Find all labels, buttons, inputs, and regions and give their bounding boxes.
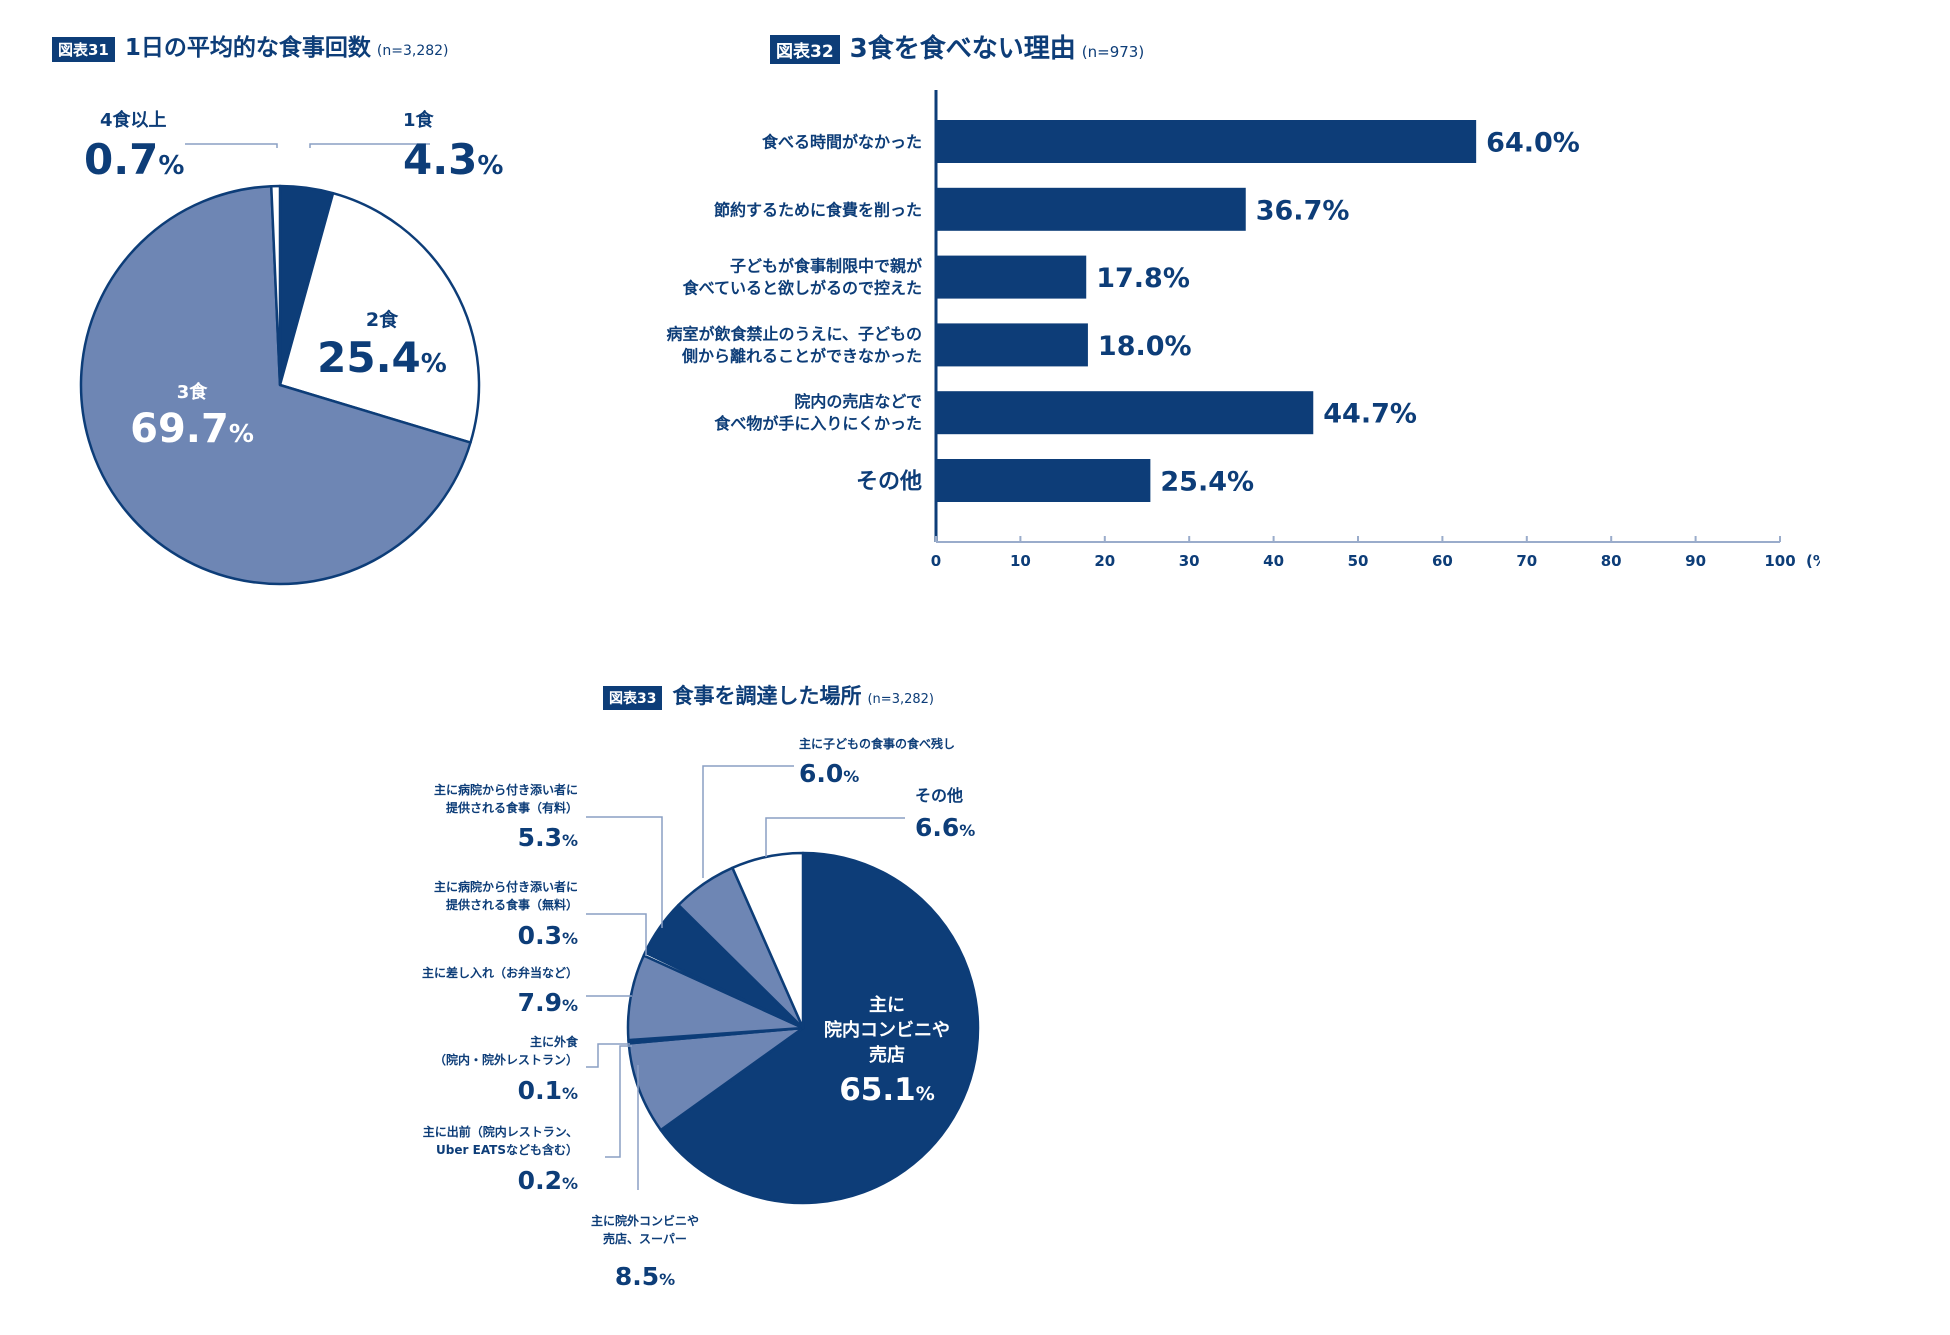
chart33-title: 食事を調達した場所: [672, 684, 862, 708]
pie31-label-1: 1食: [403, 109, 435, 131]
bar32-x-tick-label: 30: [1179, 552, 1200, 570]
bar32-value-label: 25.4%: [1160, 467, 1254, 498]
bar32-bar: [936, 391, 1314, 435]
bar32-category-label: 食べていると欲しがるので控えた: [682, 279, 922, 298]
infographic-page: 図表31 1日の平均的な食事回数 (n=3,282) 図表32 3食を食べない理…: [52, 28, 1820, 1291]
pie31-leader-4: [185, 143, 278, 148]
bar32-category-label: その他: [856, 470, 922, 495]
pie33-label-hospital-free: 主に病院から付き添い者に: [434, 879, 578, 894]
pie33-label-main: 主に: [869, 994, 905, 1016]
bar32-category-label: 病室が飲食禁止のうえに、子どもの: [666, 324, 922, 343]
bar32-value-label: 18.0%: [1098, 331, 1192, 362]
bar32-category-label: 子どもが食事制限中で親が: [730, 257, 922, 276]
bar32-bar: [936, 459, 1151, 502]
pie33-label-outside-store: 主に院外コンビニや: [591, 1213, 699, 1228]
pie33-label-bring-in: 主に差し入れ（お弁当など）: [422, 965, 578, 980]
chart31-title: 1日の平均的な食事回数: [124, 35, 371, 61]
bar32-value-label: 64.0%: [1486, 128, 1580, 159]
pie31-slice-4: [270, 184, 282, 387]
pie31-label-3: 3食: [177, 381, 209, 403]
pie33-label-delivery: Uber EATSなども含む）: [436, 1142, 578, 1157]
pie33-leader-delivery: [605, 1045, 632, 1158]
pie33-slice-1: [659, 851, 980, 1205]
bar32-x-tick-label: 10: [1010, 552, 1031, 570]
bar32-value-label: 17.8%: [1096, 263, 1190, 294]
bar32-x-tick-label: 60: [1432, 552, 1453, 570]
pie33-value-leftovers: 6.0%: [799, 759, 859, 788]
pie33-value-main: 65.1%: [839, 1072, 935, 1108]
bar32-category-label: 節約するために食費を削った: [713, 200, 922, 219]
bar32-category-label: 食べる時間がなかった: [761, 133, 922, 152]
bar32-category-label: 側から離れることができなかった: [681, 346, 922, 365]
bar32-x-tick-label: 40: [1263, 552, 1284, 570]
pie33-value-outside-store: 8.5%: [615, 1262, 675, 1291]
pie33-value-delivery: 0.2%: [518, 1166, 578, 1195]
bar32-value-label: 44.7%: [1323, 399, 1417, 430]
pie33-value-bring-in: 7.9%: [518, 988, 578, 1017]
pie33-value-other: 6.6%: [915, 813, 975, 842]
pie33-slice-9: [731, 851, 805, 1030]
pie33-value-eat-out: 0.1%: [518, 1076, 578, 1105]
pie33-label-eat-out: （院内・院外レストラン）: [434, 1052, 578, 1067]
pie33-leader-other: [765, 817, 905, 857]
pie33-leader-hospital-paid: [586, 816, 663, 928]
bar32-x-tick-label: 70: [1516, 552, 1537, 570]
bar32-category-label: 院内の売店などで: [794, 392, 922, 411]
chart31-sample-size: (n=3,282): [376, 43, 449, 59]
bar32-bar: [936, 255, 1087, 299]
bar32-x-tick-label: 80: [1601, 552, 1622, 570]
bar32-bar: [936, 323, 1088, 367]
bar32-bar: [936, 187, 1246, 231]
chart32-header: 図表32 3食を食べない理由 (n=973): [770, 28, 1144, 65]
pie33-leader-leftovers: [702, 765, 794, 878]
bar32-x-unit: (%): [1806, 552, 1820, 570]
chart33-badge: 図表33: [603, 686, 663, 710]
bar32-category-label: 食べ物が手に入りにくかった: [713, 414, 922, 433]
bar32-x-tick-label: 0: [931, 552, 941, 570]
pie33-value-hospital-paid: 5.3%: [518, 823, 578, 852]
pie33-value-hospital-free: 0.3%: [518, 921, 578, 950]
chart32-sample-size: (n=973): [1081, 43, 1145, 61]
pie31-leader-1: [309, 143, 430, 148]
chart33-sample-size: (n=3,282): [867, 692, 934, 707]
pie33-leader-eat-out: [586, 1043, 630, 1068]
pie31-value-2: 25.4%: [317, 333, 447, 382]
chart31-badge: 図表31: [52, 37, 115, 62]
pie33-label-outside-store: 売店、スーパー: [603, 1231, 687, 1246]
bar32-bar: [936, 120, 1477, 163]
pie33-label-eat-out: 主に外食: [530, 1034, 579, 1049]
pie31-value-3: 69.7%: [130, 406, 254, 452]
pie31-slice-3: [79, 184, 472, 586]
pie33-label-other: その他: [915, 786, 963, 805]
pie33-label-leftovers: 主に子どもの食事の食べ残し: [799, 736, 955, 751]
chart32-badge: 図表32: [770, 35, 840, 64]
pie31-label-2: 2食: [366, 308, 399, 331]
bar32-x-tick-label: 90: [1685, 552, 1706, 570]
pie33-leader-hospital-free: [586, 913, 647, 956]
bar32-x-tick-label: 50: [1348, 552, 1369, 570]
pie33-label-main: 院内コンビニや: [824, 1019, 950, 1041]
pie33-label-delivery: 主に出前（院内レストラン、: [423, 1124, 578, 1139]
reasons-bar-chart: 0 10 20 30 40 50 60 70 80 90 100 (%) 64.0% 食べる時間がなかった…: [666, 90, 1820, 570]
bar32-x-tick-label: 100: [1764, 552, 1795, 570]
pie31-slice-2: [278, 191, 481, 444]
chart31-header: 図表31 1日の平均的な食事回数 (n=3,282): [52, 28, 449, 62]
pie31-value-4: 0.7%: [84, 135, 184, 184]
chart33-header: 図表33 食事を調達した場所 (n=3,282): [603, 680, 934, 710]
pie31-value-1: 4.3%: [403, 135, 503, 184]
bar32-x-tick-label: 20: [1094, 552, 1115, 570]
pie33-label-hospital-free: 提供される食事（無料）: [446, 897, 578, 912]
pie33-label-hospital-paid: 提供される食事（有料）: [446, 800, 578, 815]
pie31-label-4: 4食以上: [100, 109, 167, 131]
pie33-slice-2: [627, 1026, 805, 1132]
pie33-label-main: 売店: [869, 1044, 905, 1066]
chart32-title: 3食を食べない理由: [849, 34, 1076, 64]
pie33-label-hospital-paid: 主に病院から付き添い者に: [434, 782, 578, 797]
bar32-value-label: 36.7%: [1256, 195, 1350, 226]
